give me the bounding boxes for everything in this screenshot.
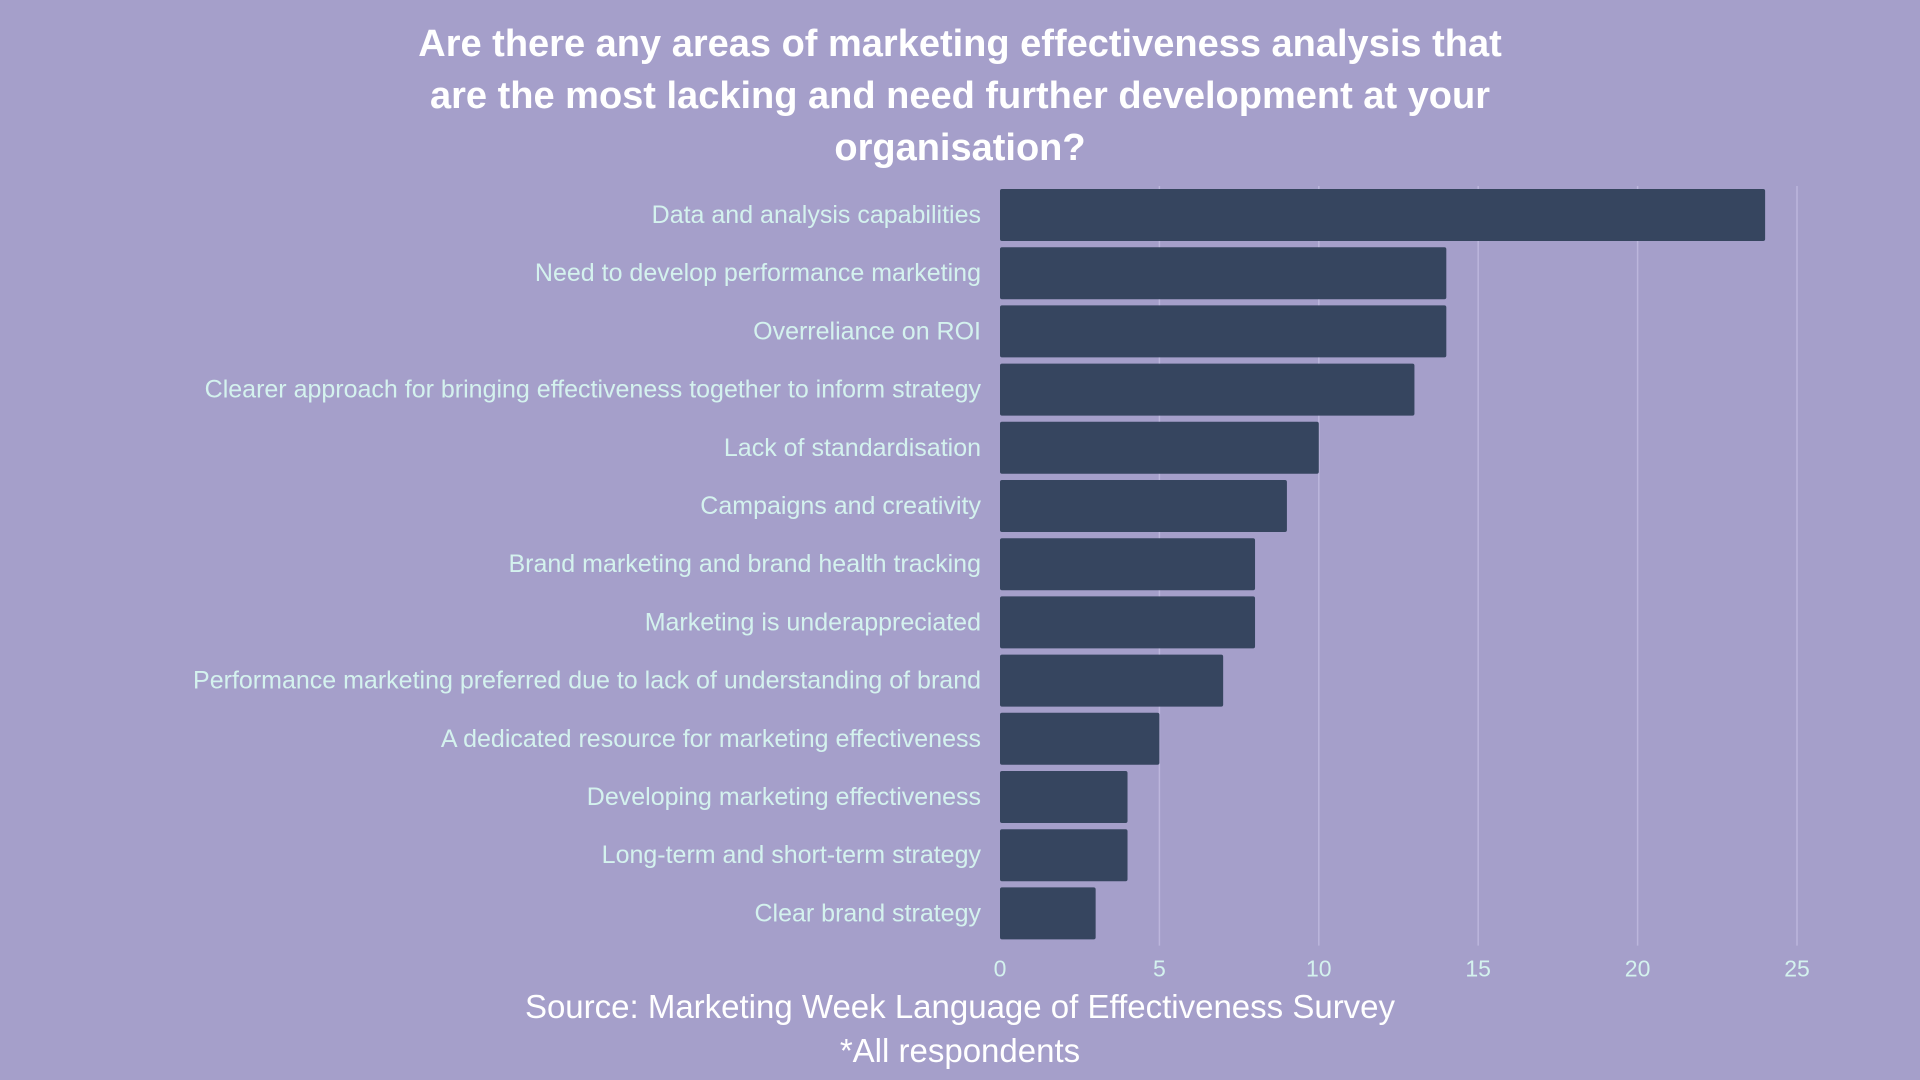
chart-title: Are there any areas of marketing effecti…	[0, 18, 1920, 174]
category-label: A dedicated resource for marketing effec…	[441, 725, 981, 753]
chart-footer: Source: Marketing Week Language of Effec…	[0, 985, 1920, 1073]
category-label: Need to develop performance marketing	[535, 259, 981, 287]
x-axis-ticks: 0 5 10 15 20 25	[994, 956, 1810, 982]
bar	[1000, 596, 1256, 649]
category-label: Marketing is underappreciated	[645, 608, 981, 636]
chart-title-line-3: organisation?	[834, 127, 1086, 169]
bar	[1000, 363, 1415, 416]
x-tick-label: 5	[1153, 956, 1166, 982]
bar	[1000, 712, 1160, 765]
category-label: Data and analysis capabilities	[652, 201, 981, 229]
bar	[1000, 247, 1447, 300]
bar	[1000, 829, 1128, 882]
chart-title-line-2: are the most lacking and need further de…	[429, 75, 1490, 117]
bar	[1000, 771, 1128, 823]
x-tick-label: 20	[1625, 956, 1651, 982]
chart-title-line-1: Are there any areas of marketing effecti…	[418, 23, 1502, 65]
bar	[1000, 421, 1319, 474]
bar	[1000, 305, 1447, 358]
x-tick-label: 10	[1306, 956, 1332, 982]
bar	[1000, 480, 1287, 532]
category-label: Brand marketing and brand health trackin…	[508, 550, 981, 578]
bar	[1000, 189, 1766, 241]
category-label: Performance marketing preferred due to l…	[193, 667, 981, 695]
category-label: Clearer approach for bringing effectiven…	[205, 376, 982, 404]
bar	[1000, 654, 1224, 707]
category-label: Lack of standardisation	[724, 434, 981, 462]
respondents-note: *All respondents	[839, 1032, 1081, 1069]
x-tick-label: 25	[1784, 956, 1810, 982]
bar	[1000, 887, 1096, 940]
category-label: Developing marketing effectiveness	[587, 783, 981, 811]
x-tick-label: 0	[994, 956, 1007, 982]
source-note: Source: Marketing Week Language of Effec…	[524, 988, 1396, 1025]
category-label: Long-term and short-term strategy	[602, 841, 982, 869]
category-labels: Data and analysis capabilities Need to de…	[193, 201, 981, 927]
bars	[1000, 189, 1766, 940]
category-label: Campaigns and creativity	[700, 492, 981, 520]
category-label: Clear brand strategy	[754, 899, 981, 927]
bar	[1000, 538, 1256, 591]
x-tick-label: 15	[1465, 956, 1491, 982]
category-label: Overreliance on ROI	[753, 317, 981, 345]
